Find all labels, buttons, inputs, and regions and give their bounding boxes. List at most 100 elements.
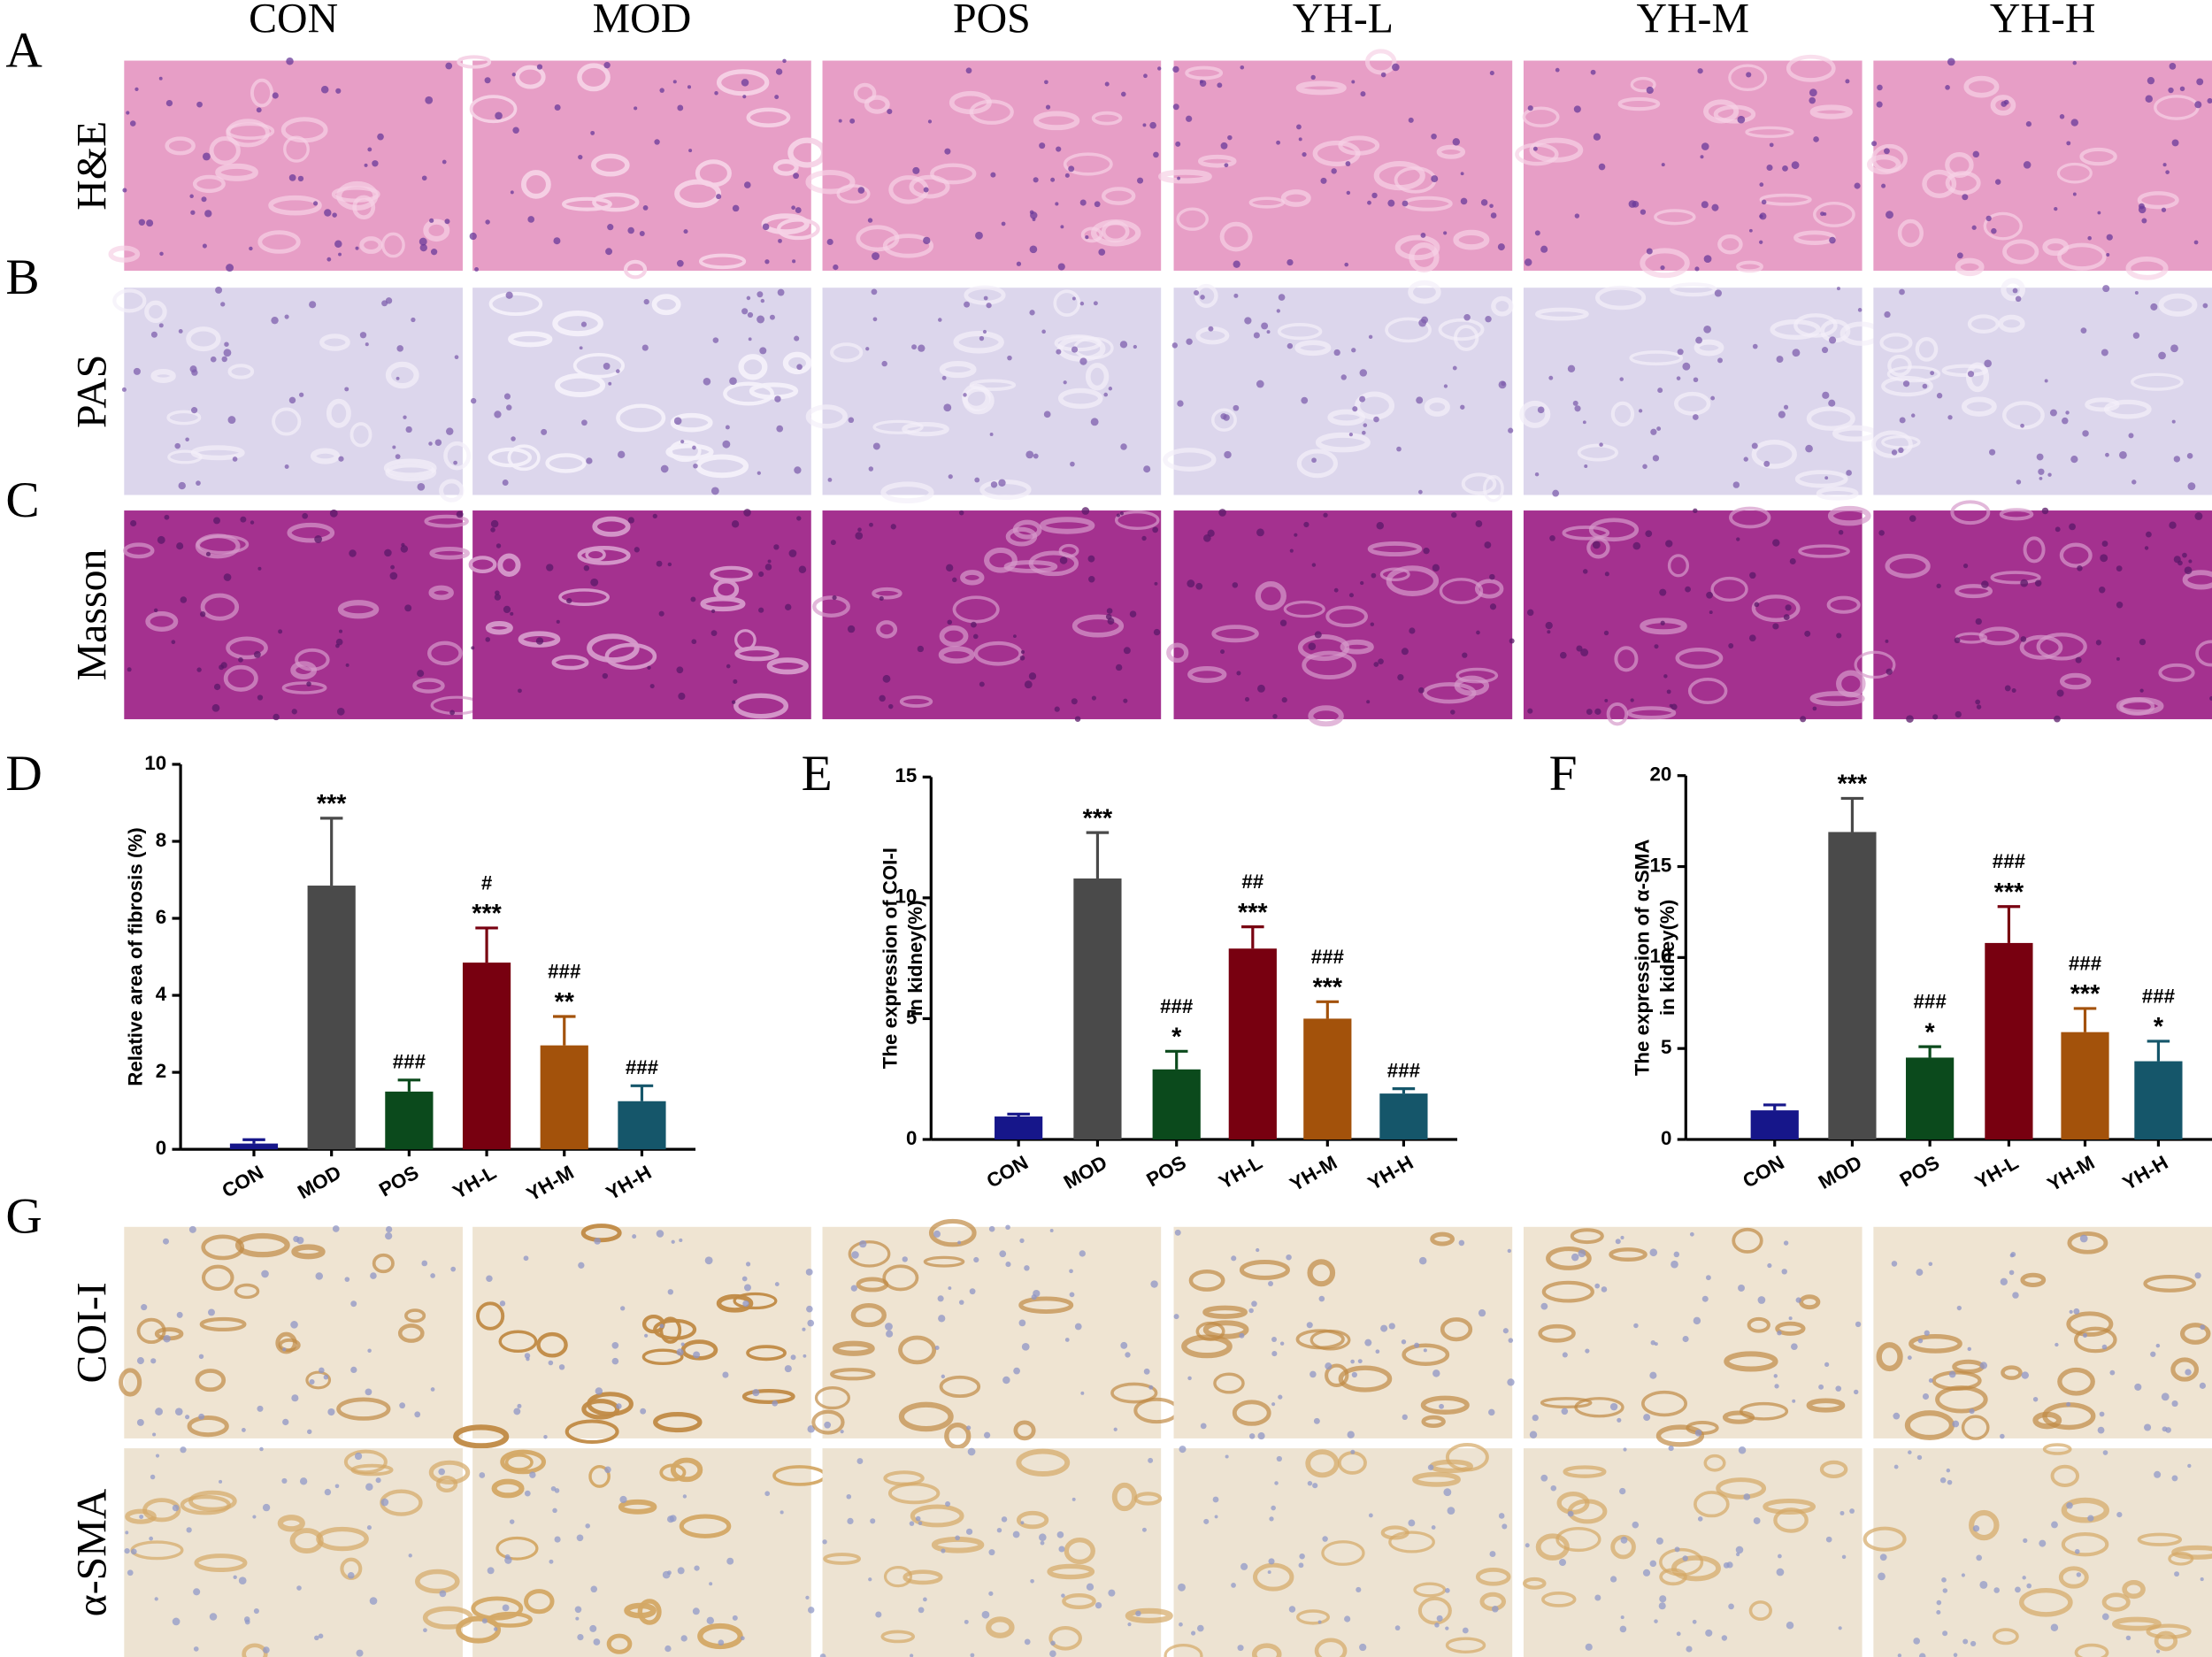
tubule [1673, 391, 1711, 416]
nucleus [1782, 165, 1788, 172]
nucleus [640, 1408, 647, 1415]
x-tick-label: YH-H [1364, 1151, 1417, 1194]
nucleus [1507, 1248, 1512, 1254]
nucleus [611, 1357, 619, 1365]
nucleus [1175, 141, 1181, 147]
nucleus [1071, 296, 1076, 301]
nucleus [1907, 1355, 1912, 1361]
nucleus [879, 595, 884, 602]
tubule [1325, 1363, 1349, 1387]
nucleus [1885, 639, 1889, 643]
bar [1228, 948, 1277, 1139]
nucleus [967, 1447, 976, 1456]
x-tick-label: YH-L [1215, 1151, 1266, 1193]
nucleus [302, 512, 309, 519]
nucleus [1877, 84, 1883, 91]
tubule [1671, 1555, 1721, 1582]
nucleus [1804, 630, 1811, 637]
tubule [572, 353, 625, 379]
nucleus [1218, 509, 1226, 517]
tubule [1722, 1410, 1755, 1424]
tubule [1445, 1443, 1489, 1472]
nucleus [1423, 547, 1430, 555]
tubule [856, 225, 900, 252]
nucleus [2065, 410, 2070, 415]
nucleus [937, 1295, 944, 1302]
column-header: POS [953, 0, 1031, 42]
nucleus [1217, 82, 1223, 88]
significance-hash: # [481, 871, 493, 894]
y-tick-label: 5 [1661, 1036, 1671, 1058]
tubule [457, 55, 492, 69]
nucleus [332, 1225, 340, 1232]
nucleus [1024, 1265, 1030, 1271]
nucleus [1261, 322, 1269, 330]
nucleus [733, 679, 738, 684]
tubule [1295, 81, 1347, 96]
tubule [695, 159, 732, 188]
nucleus [1619, 1487, 1626, 1495]
micrograph [822, 288, 1162, 495]
tubule [1071, 614, 1125, 638]
tubule [902, 1569, 943, 1585]
tubule [1854, 650, 1896, 679]
nucleus [1540, 245, 1548, 253]
nucleus [1142, 123, 1147, 127]
nucleus [2139, 688, 2144, 693]
micrograph [1523, 510, 1863, 719]
tubule [1978, 626, 2020, 646]
tubule [272, 407, 302, 436]
nucleus [872, 317, 878, 322]
nucleus [1172, 65, 1179, 73]
tubule [953, 330, 1004, 354]
nucleus [139, 1515, 144, 1520]
nucleus [1991, 227, 1997, 234]
nucleus [375, 1477, 381, 1484]
nucleus [644, 1333, 649, 1338]
nucleus [221, 356, 227, 363]
nucleus [792, 259, 796, 264]
nucleus [1952, 1420, 1960, 1428]
nucleus [1033, 177, 1039, 183]
tubule [1863, 1526, 1907, 1552]
nucleus [1024, 680, 1033, 689]
nucleus [190, 210, 196, 215]
tubule [1904, 1410, 1955, 1441]
nucleus [1970, 1640, 1977, 1647]
nucleus [558, 1364, 565, 1370]
tubule [1724, 1351, 1778, 1372]
nucleus [672, 80, 677, 84]
nucleus [253, 650, 261, 658]
tubule [698, 253, 747, 270]
nucleus [403, 415, 407, 419]
nucleus [1649, 1560, 1657, 1568]
nucleus [1366, 700, 1371, 704]
nucleus [2145, 95, 2153, 104]
nucleus [487, 1567, 495, 1575]
nucleus [1638, 409, 1643, 413]
micrograph [1173, 1448, 1513, 1657]
nucleus [1244, 696, 1250, 702]
nucleus [309, 301, 317, 309]
tubule [618, 1499, 657, 1515]
nucleus [757, 471, 761, 475]
nucleus [1828, 399, 1836, 407]
nucleus [1721, 1635, 1728, 1641]
nucleus [159, 251, 164, 257]
nucleus [1623, 1447, 1627, 1452]
nucleus [380, 1498, 389, 1507]
nucleus [581, 419, 588, 426]
nucleus [1961, 1573, 1965, 1577]
nucleus [421, 175, 427, 181]
nucleus [690, 596, 696, 602]
nucleus [1909, 515, 1916, 522]
tubule [1158, 169, 1212, 184]
nucleus [785, 603, 792, 611]
y-tick-label: 10 [144, 752, 166, 774]
nucleus [2101, 1344, 2108, 1350]
nucleus [752, 1389, 760, 1397]
nucleus [1257, 1432, 1265, 1440]
nucleus [1237, 1645, 1244, 1652]
nucleus [411, 317, 416, 323]
nucleus [1200, 1423, 1207, 1430]
